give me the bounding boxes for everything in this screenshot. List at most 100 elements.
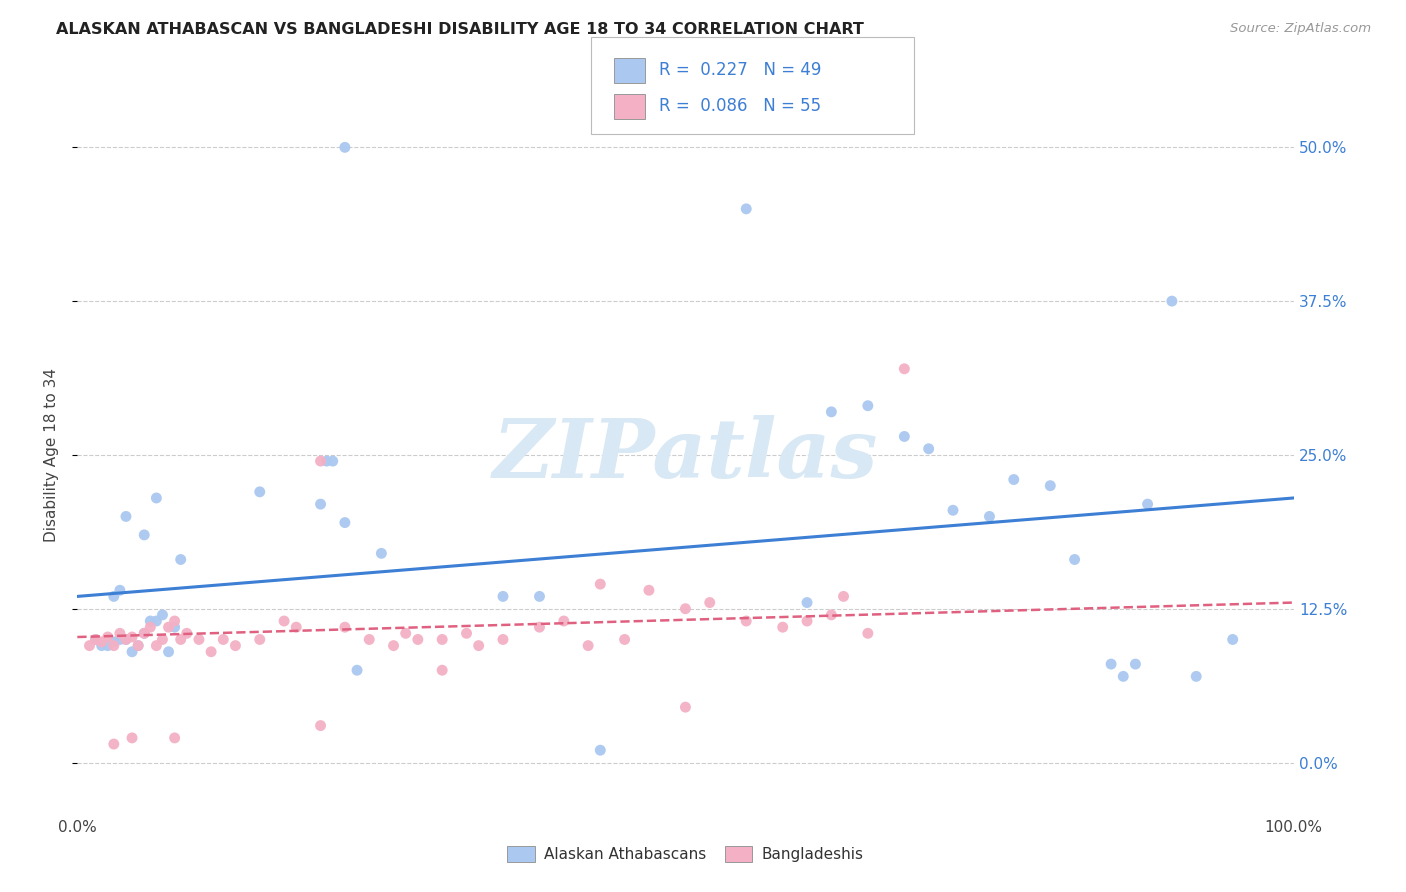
Point [333, 140, 356, 154]
Point [212, 632, 235, 647]
Point [1185, 669, 1208, 683]
Point [121, 630, 143, 644]
Text: ALASKAN ATHABASCAN VS BANGLADESHI DISABILITY AGE 18 TO 34 CORRELATION CHART: ALASKAN ATHABASCAN VS BANGLADESHI DISABI… [56, 22, 865, 37]
Point [115, 509, 138, 524]
Point [249, 484, 271, 499]
Point [1125, 657, 1147, 671]
Point [529, 590, 551, 604]
Point [370, 546, 392, 560]
Text: R =  0.227   N = 49: R = 0.227 N = 49 [659, 62, 821, 79]
Point [309, 497, 332, 511]
Point [918, 442, 941, 456]
Point [145, 639, 167, 653]
Point [432, 632, 454, 647]
Point [856, 399, 879, 413]
Point [103, 590, 125, 604]
Point [285, 620, 308, 634]
Point [103, 639, 125, 653]
Point [1099, 657, 1122, 671]
Point [134, 626, 156, 640]
Point [1002, 473, 1025, 487]
Point [315, 454, 337, 468]
Point [103, 737, 125, 751]
Point [97, 630, 120, 644]
Y-axis label: Disability Age 18 to 34: Disability Age 18 to 34 [44, 368, 59, 542]
Point [84, 632, 107, 647]
Point [406, 632, 429, 647]
Point [576, 639, 599, 653]
Point [152, 632, 174, 647]
Point [108, 583, 131, 598]
Point [638, 583, 661, 598]
Point [820, 405, 842, 419]
Point [979, 509, 1001, 524]
Point [108, 626, 131, 640]
Point [735, 202, 758, 216]
Point [1063, 552, 1085, 566]
Point [333, 620, 356, 634]
Point [139, 620, 162, 634]
Text: Source: ZipAtlas.com: Source: ZipAtlas.com [1230, 22, 1371, 36]
Point [589, 577, 612, 591]
Point [115, 632, 138, 647]
Point [1039, 478, 1062, 492]
Point [90, 639, 112, 653]
Point [432, 663, 454, 677]
Point [553, 614, 575, 628]
Point [84, 632, 107, 647]
Point [820, 607, 842, 622]
Point [188, 632, 211, 647]
Point [176, 626, 198, 640]
Point [145, 614, 167, 628]
Point [103, 635, 125, 649]
Point [163, 731, 186, 745]
Point [1112, 669, 1135, 683]
Point [589, 743, 612, 757]
Point [456, 626, 478, 640]
Point [492, 590, 515, 604]
Point [224, 639, 246, 653]
Point [675, 700, 697, 714]
Point [467, 639, 489, 653]
Point [675, 601, 697, 615]
Point [108, 632, 131, 647]
Point [90, 635, 112, 649]
Text: ZIPatlas: ZIPatlas [492, 415, 879, 495]
Point [170, 552, 193, 566]
Point [492, 632, 515, 647]
Point [613, 632, 636, 647]
Point [529, 620, 551, 634]
Point [163, 614, 186, 628]
Point [1136, 497, 1159, 511]
Point [145, 491, 167, 505]
Point [346, 663, 368, 677]
Point [157, 645, 180, 659]
Legend: Alaskan Athabascans, Bangladeshis: Alaskan Athabascans, Bangladeshis [502, 840, 869, 868]
Point [134, 626, 156, 640]
Point [333, 516, 356, 530]
Point [856, 626, 879, 640]
Point [200, 645, 222, 659]
Point [395, 626, 418, 640]
Point [699, 596, 721, 610]
Point [1222, 632, 1244, 647]
Point [121, 645, 143, 659]
Point [322, 454, 344, 468]
Point [772, 620, 794, 634]
Point [1161, 294, 1184, 309]
Point [359, 632, 381, 647]
Point [893, 361, 915, 376]
Point [735, 614, 758, 628]
Point [796, 614, 818, 628]
Point [152, 607, 174, 622]
Point [796, 596, 818, 610]
Point [309, 454, 332, 468]
Text: R =  0.086   N = 55: R = 0.086 N = 55 [659, 97, 821, 115]
Point [139, 614, 162, 628]
Point [832, 590, 855, 604]
Point [79, 639, 101, 653]
Point [134, 528, 156, 542]
Point [157, 620, 180, 634]
Point [249, 632, 271, 647]
Point [309, 718, 332, 732]
